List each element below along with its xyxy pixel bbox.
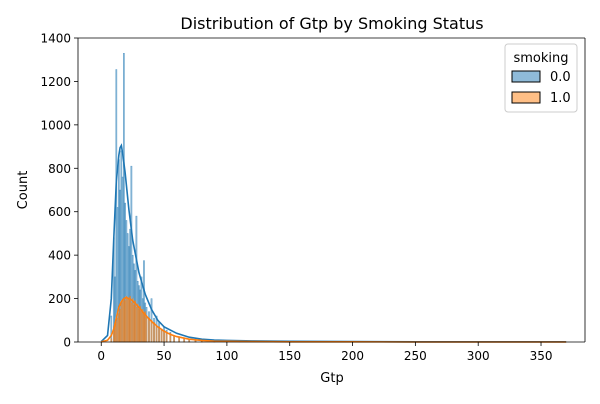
legend-swatch-1	[512, 92, 540, 103]
hist-bar-s1-31	[156, 326, 157, 342]
hist-bar-s1-34	[163, 331, 164, 342]
y-tick-label-7: 1400	[40, 32, 71, 46]
x-tick-label-1: 50	[156, 349, 171, 363]
x-tick-label-6: 300	[467, 349, 490, 363]
hist-bar-s0-0	[111, 316, 112, 342]
y-tick-label-6: 1200	[40, 75, 71, 89]
y-tick-label-1: 200	[48, 292, 71, 306]
hist-bar-s1-35	[166, 332, 167, 342]
legend-title: smoking	[513, 51, 568, 66]
hist-bar-s1-28	[148, 318, 149, 342]
y-tick-label-4: 800	[48, 162, 71, 176]
x-tick-label-2: 100	[215, 349, 238, 363]
hist-bar-s1-33	[161, 330, 162, 342]
y-tick-label-2: 400	[48, 249, 71, 263]
y-tick-label-5: 1000	[40, 118, 71, 132]
legend-label-0: 0.0	[550, 70, 571, 85]
hist-bar-s1-29	[151, 320, 152, 342]
x-axis-label: Gtp	[320, 371, 343, 386]
hist-bar-s1-39	[184, 339, 185, 342]
y-axis-label: Count	[16, 171, 31, 210]
x-tick-label-3: 150	[278, 349, 301, 363]
hist-bar-s1-0	[111, 339, 112, 342]
x-tick-label-0: 0	[97, 349, 105, 363]
x-tick-label-4: 200	[341, 349, 364, 363]
y-tick-label-0: 0	[63, 336, 71, 350]
legend-swatch-0	[512, 71, 540, 82]
hist-bar-s1-32	[158, 327, 159, 342]
legend-label-1: 1.0	[550, 91, 571, 106]
legend: smoking 0.0 1.0	[505, 44, 577, 112]
chart-title: Distribution of Gtp by Smoking Status	[180, 14, 483, 33]
x-tick-label-7: 350	[530, 349, 553, 363]
hist-bar-s1-30	[153, 322, 154, 342]
x-tick-label-5: 250	[404, 349, 427, 363]
y-tick-label-3: 600	[48, 205, 71, 219]
hist-bar-s1-27	[146, 316, 147, 342]
hist-bar-s1-38	[179, 338, 180, 342]
